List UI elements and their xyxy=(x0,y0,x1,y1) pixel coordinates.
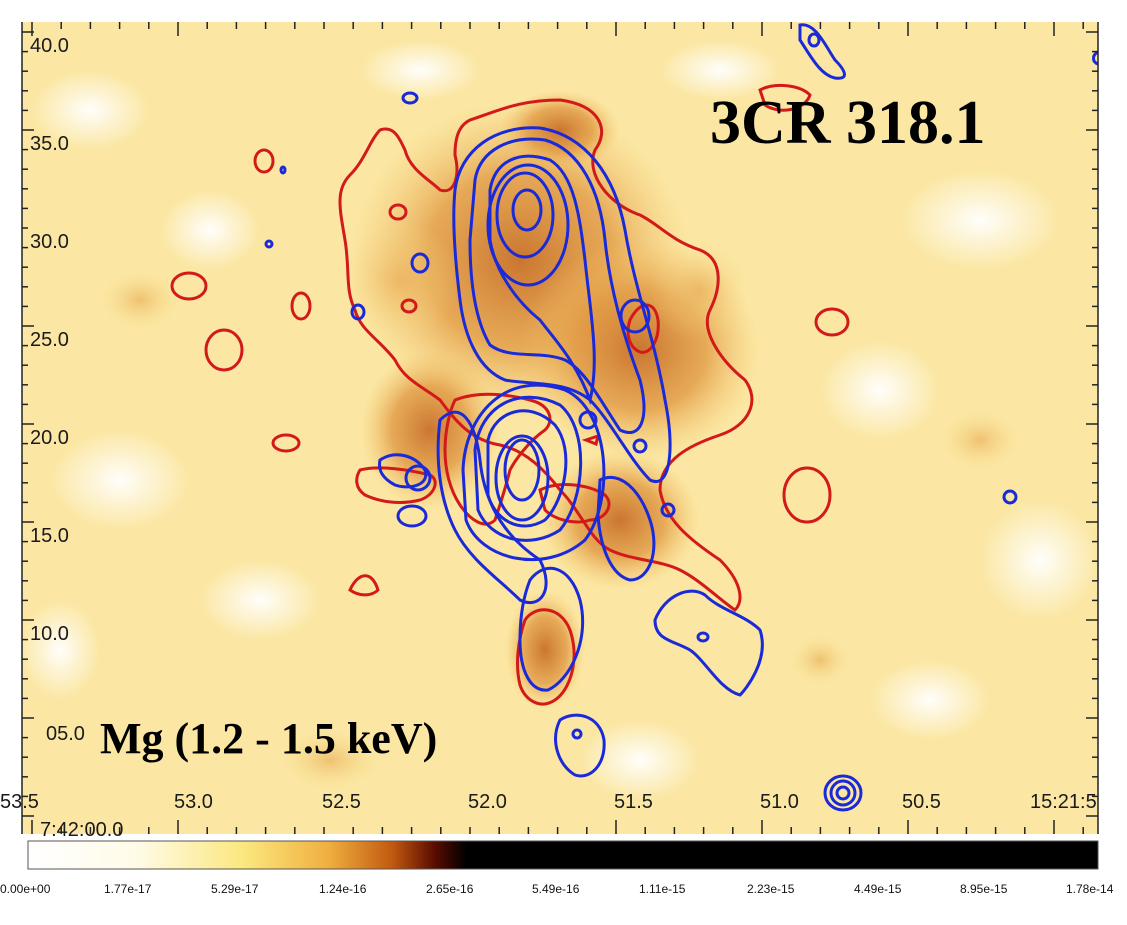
colorbar-tick-label: 5.49e-16 xyxy=(532,882,580,896)
x-tick-label: 51.0 xyxy=(760,791,799,813)
colorbar-gradient xyxy=(27,840,1099,870)
energy-band-label: Mg (1.2 - 1.5 keV) xyxy=(100,714,437,763)
y-tick-label: 05.0 xyxy=(46,723,85,745)
background-noise xyxy=(20,40,1100,800)
colorbar-tick-label: 0.00e+00 xyxy=(0,882,51,896)
y-axis-labels: 40.0 35.0 30.0 25.0 20.0 15.0 10.0 05.0 … xyxy=(30,35,123,841)
colorbar-tick-label: 1.77e-17 xyxy=(104,882,152,896)
y-tick-label: 25.0 xyxy=(30,329,69,351)
colorbar-tick-label: 2.65e-16 xyxy=(426,882,474,896)
x-tick-label: 52.0 xyxy=(468,791,507,813)
axis-frame xyxy=(21,22,1099,834)
image-panel xyxy=(20,22,1100,834)
colorbar-tick-label: 1.78e-14 xyxy=(1066,882,1114,896)
y-tick-label: 30.0 xyxy=(30,231,69,253)
x-axis-labels: 53.5 53.0 52.5 52.0 51.5 51.0 50.5 15:21… xyxy=(0,791,1097,813)
colorbar-tick-label: 1.11e-15 xyxy=(639,882,686,896)
y-tick-label: 10.0 xyxy=(30,623,69,645)
colorbar-tick-label: 4.49e-15 xyxy=(854,882,902,896)
y-tick-label: 20.0 xyxy=(30,427,69,449)
colorbar-tick-label: 2.23e-15 xyxy=(747,882,795,896)
red-contours xyxy=(170,83,850,706)
y-tick-label: 35.0 xyxy=(30,133,69,155)
colorbar: 0.00e+00 1.77e-17 5.29e-17 1.24e-16 2.65… xyxy=(0,840,1114,896)
x-tick-label: 52.5 xyxy=(322,791,361,813)
colorbar-tick-label: 8.95e-15 xyxy=(960,882,1008,896)
x-tick-label: 51.5 xyxy=(614,791,653,813)
x-tick-label: 53.0 xyxy=(174,791,213,813)
blue-contours xyxy=(264,23,1099,812)
colorbar-tick-label: 5.29e-17 xyxy=(211,882,259,896)
colorbar-tick-label: 1.24e-16 xyxy=(319,882,367,896)
x-tick-label: 53.5 xyxy=(0,791,39,813)
y-tick-label: 15.0 xyxy=(30,525,69,547)
source-title-label: 3CR 318.1 xyxy=(710,89,986,157)
x-tick-label: 15:21:5 xyxy=(1030,791,1097,813)
x-tick-label: 50.5 xyxy=(902,791,941,813)
y-axis-origin-label: 7:42:00.0 xyxy=(40,819,123,841)
y-tick-label: 40.0 xyxy=(30,35,69,57)
